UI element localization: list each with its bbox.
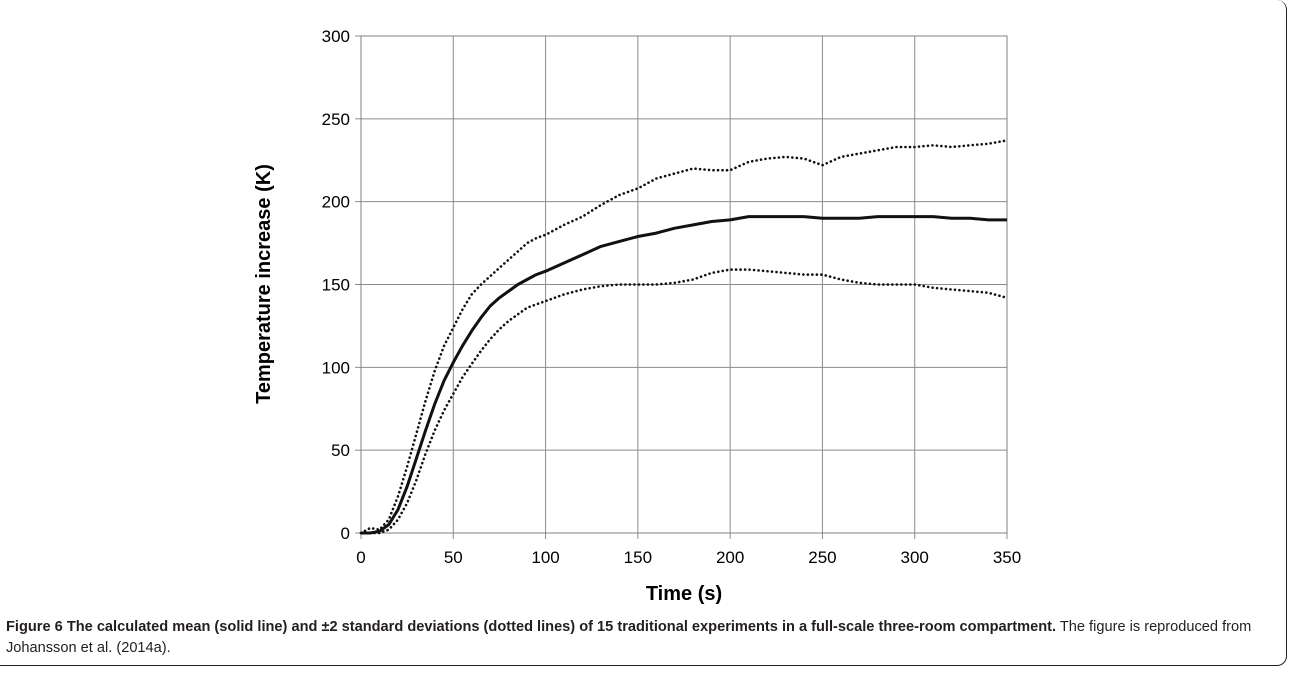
- y-tick-label: 50: [331, 441, 350, 460]
- x-tick-label: 350: [993, 548, 1021, 567]
- series-line-dotted-1: [359, 139, 1009, 535]
- x-tick-label: 50: [444, 548, 463, 567]
- y-axis-title: Temperature increase (K): [253, 164, 275, 404]
- y-tick-label: 100: [322, 358, 350, 377]
- chart-grid: [355, 35, 1008, 539]
- x-tick-label: 0: [356, 548, 365, 567]
- y-tick-label: 150: [322, 276, 350, 295]
- series-line-mean: [361, 215, 1007, 535]
- x-axis-ticks: 0 50 100 150 200 250 300 350: [356, 548, 1021, 567]
- y-tick-label: 300: [322, 27, 350, 46]
- figure-caption: Figure 6 The calculated mean (solid line…: [6, 617, 1276, 659]
- y-tick-label: 200: [322, 193, 350, 212]
- y-axis-ticks: 0 50 100 150 200 250 300: [322, 27, 350, 543]
- plot-area: [360, 35, 1008, 534]
- caption-label: Figure 6 The calculated mean (solid line…: [6, 619, 1057, 635]
- y-tick-label: 0: [341, 524, 350, 543]
- x-tick-label: 300: [901, 548, 929, 567]
- series-line-dotted-2: [359, 268, 1009, 535]
- line-chart: 0 50 100 150 200 250 300 350 0 50 100 150 200 250 300…: [253, 27, 1021, 605]
- caption-text: The figure is reproduced from Johansson …: [6, 619, 1252, 656]
- x-tick-label: 100: [531, 548, 559, 567]
- series-layer: [359, 139, 1009, 535]
- x-tick-label: 200: [716, 548, 744, 567]
- x-tick-label: 250: [808, 548, 836, 567]
- x-tick-label: 150: [624, 548, 652, 567]
- x-axis-title: Time (s): [646, 583, 722, 605]
- y-tick-label: 250: [322, 110, 350, 129]
